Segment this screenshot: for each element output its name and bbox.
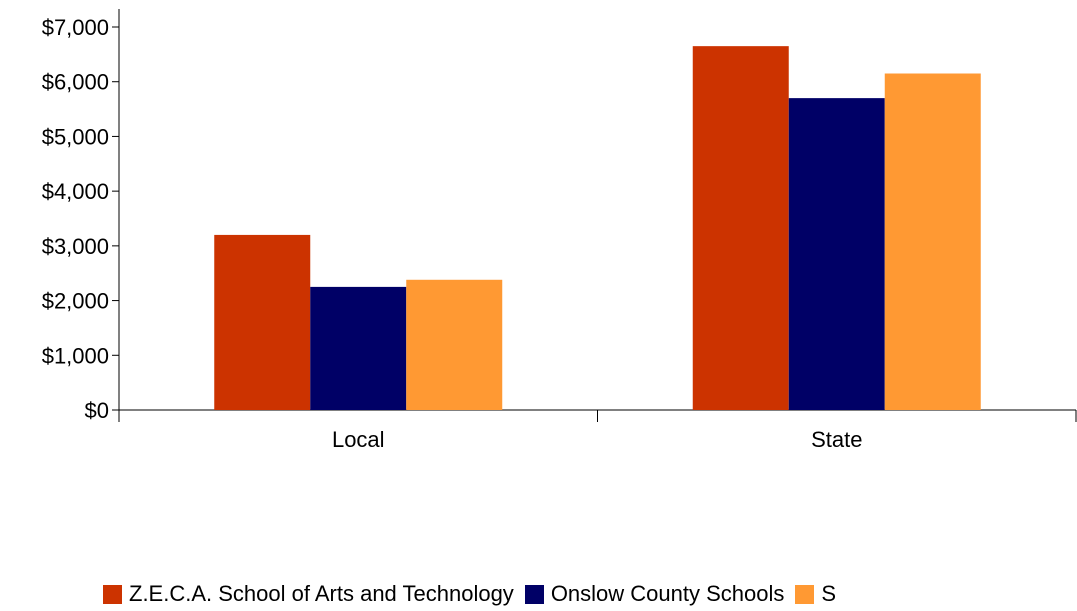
x-tick-label: State	[811, 427, 862, 452]
legend: Z.E.C.A. School of Arts and Technology O…	[103, 581, 847, 607]
bar-local-1	[310, 286, 407, 410]
bar-chart: $0 $1,000 $2,000 $3,000 $4,000 $5,000 $6,000 $7…	[42, 9, 1077, 452]
bar-local-2	[406, 279, 503, 410]
bar-local-0	[214, 234, 311, 410]
y-tick-label: $6,000	[42, 70, 109, 95]
legend-label-onslow: Onslow County Schools	[550, 581, 785, 606]
legend-swatch-zeca	[103, 584, 122, 604]
bar-state-0	[692, 46, 789, 411]
y-tick-label: $4,000	[42, 179, 109, 204]
bar-state-1	[788, 98, 885, 410]
y-tick-label: $2,000	[42, 289, 109, 314]
y-tick-label: $5,000	[42, 124, 109, 149]
legend-label-zeca: Z.E.C.A. School of Arts and Technology	[129, 581, 514, 606]
y-tick-label: $7,000	[42, 15, 109, 40]
bars	[214, 46, 981, 411]
legend-label-state: S	[821, 581, 837, 606]
y-tick-label: $1,000	[42, 343, 109, 368]
y-tick-label: $3,000	[42, 234, 109, 259]
x-axis: Local State	[118, 409, 1077, 452]
x-tick-label: Local	[332, 427, 385, 452]
bar-state-2	[884, 73, 981, 410]
y-axis: $0 $1,000 $2,000 $3,000 $4,000 $5,000 $6,000 $7…	[42, 9, 120, 423]
legend-item-onslow: Onslow County Schools	[524, 581, 785, 607]
legend-swatch-onslow	[524, 584, 544, 604]
y-tick-label: $0	[85, 398, 109, 423]
legend-swatch-state	[795, 584, 815, 604]
legend-item-zeca: Z.E.C.A. School of Arts and Technology	[103, 581, 514, 607]
legend-item-state: S	[795, 581, 836, 607]
